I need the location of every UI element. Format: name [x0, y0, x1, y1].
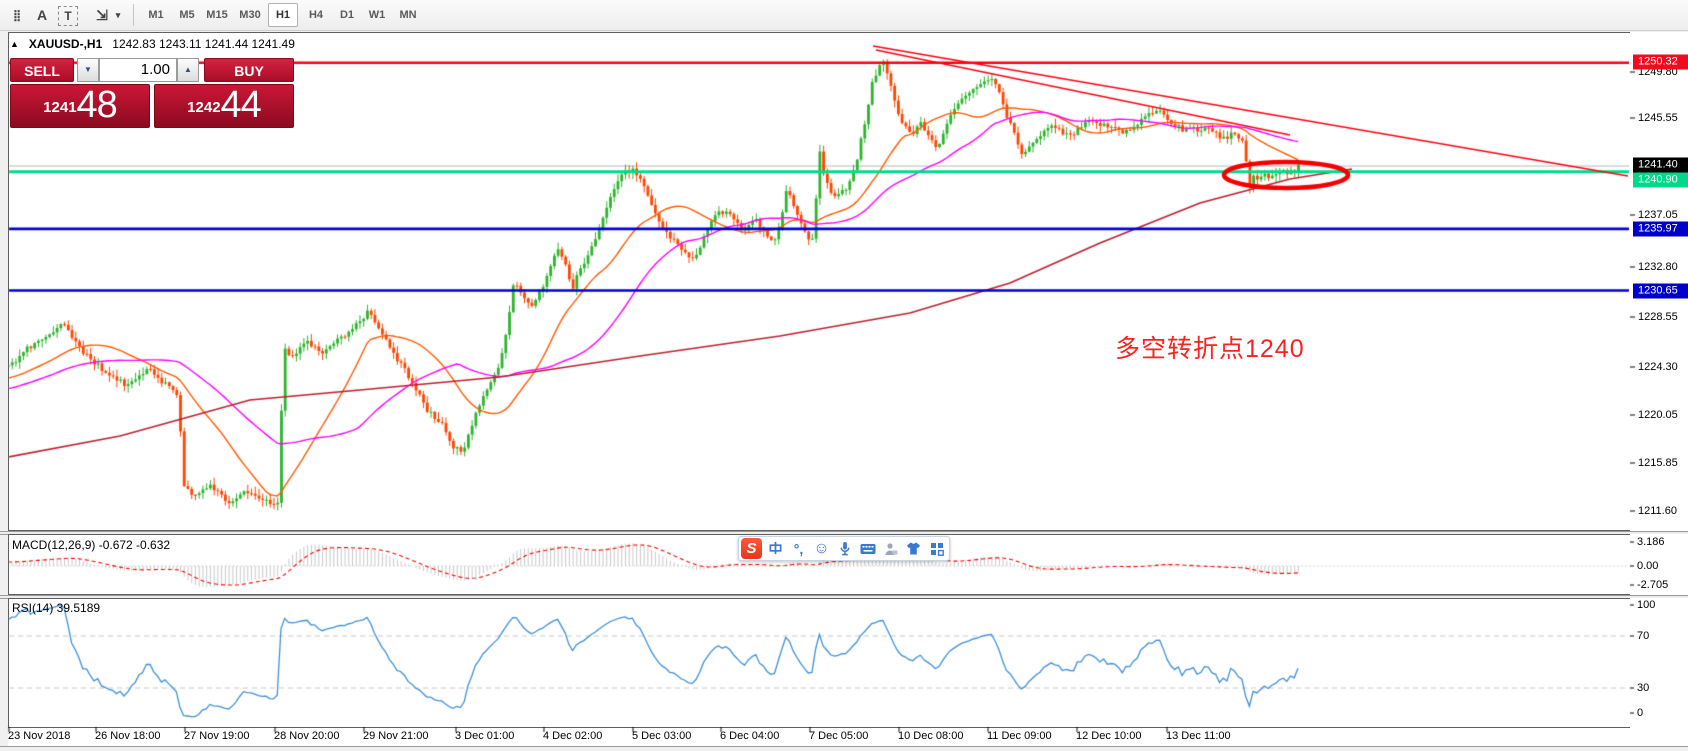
rsi-axis-tick: 0	[1637, 707, 1644, 719]
price-tick: 1211.60	[1638, 505, 1677, 517]
price-tick: 1245.55	[1638, 112, 1678, 124]
buy-price-box[interactable]: 1242 44	[154, 84, 294, 128]
chinese-mode-icon[interactable]	[766, 538, 785, 559]
price-tick: 1237.05	[1638, 209, 1678, 221]
text-label-icon[interactable]: A	[36, 7, 48, 23]
timeframe-button-h4[interactable]: H4	[308, 9, 324, 21]
time-label: 13 Dec 11:00	[1166, 730, 1231, 742]
time-label: 3 Dec 01:00	[455, 730, 515, 742]
time-label: 28 Nov 20:00	[274, 730, 340, 742]
chart-annotation-text: 多空转折点1240	[1115, 335, 1305, 363]
time-label: 4 Dec 02:00	[543, 730, 603, 742]
volume-input[interactable]: 1.00	[99, 58, 177, 82]
rsi-pane[interactable]	[8, 598, 1631, 728]
rsi-axis-tick: 100	[1637, 599, 1656, 611]
time-label: 10 Dec 08:00	[898, 730, 964, 742]
window-bottom-edge	[0, 746, 1688, 751]
buy-price-small: 1242	[187, 99, 221, 116]
sell-price-big: 48	[76, 84, 118, 126]
price-tick: 1232.80	[1638, 261, 1678, 273]
ime-toolbar: S °, ☺	[738, 536, 950, 561]
wardrobe-icon[interactable]	[904, 538, 923, 559]
timeframe-button-m5[interactable]: M5	[179, 9, 195, 21]
timeframe-button-mn[interactable]: MN	[399, 9, 417, 21]
macd-axis-tick: 0.00	[1637, 560, 1659, 572]
indicator-grid-icon[interactable]: ⣿	[12, 9, 21, 22]
sogou-logo[interactable]: S	[741, 538, 762, 559]
sell-price-small: 1241	[43, 99, 77, 116]
buy-price-big: 44	[220, 84, 262, 126]
rsi-axis-tick: 70	[1637, 630, 1650, 642]
sell-button[interactable]: SELL	[10, 58, 74, 82]
timeframe-button-d1[interactable]: D1	[339, 9, 355, 21]
time-label: 27 Nov 19:00	[184, 730, 250, 742]
toolbox-icon[interactable]	[927, 538, 946, 559]
ohlc-values: 1242.83 1243.11 1241.44 1241.49	[112, 37, 295, 51]
price-badge: 1250.32	[1633, 54, 1688, 70]
time-label: 6 Dec 04:00	[720, 730, 780, 742]
rsi-label: RSI(14) 39.5189	[12, 601, 101, 615]
macd-label: MACD(12,26,9) -0.672 -0.632	[12, 538, 171, 552]
price-badge: 1241.40	[1633, 157, 1688, 173]
rsi-axis-tick: 30	[1637, 682, 1650, 694]
price-badge: 1230.65	[1633, 283, 1688, 299]
price-tick: 1220.05	[1638, 409, 1678, 421]
time-label: 26 Nov 18:00	[95, 730, 161, 742]
skin-icon[interactable]	[881, 538, 900, 559]
time-label: 23 Nov 2018	[8, 730, 71, 742]
one-click-trading-panel: SELL ▼ 1.00 ▲ BUY 1241 48 1242 44	[8, 56, 298, 128]
toolbar: ⣿ A T ⇲ ▾ M1 M5 M15 M30 H1 H4 D1 W1 MN	[0, 0, 1688, 31]
timeframe-button-m1[interactable]: M1	[148, 9, 164, 21]
toolbar-separator	[133, 4, 134, 26]
arrows-tool-icon[interactable]: ⇲	[96, 6, 108, 23]
microphone-icon[interactable]	[835, 538, 854, 559]
punctuation-icon[interactable]: °,	[793, 540, 804, 557]
price-tick: 1215.85	[1638, 457, 1678, 469]
timeframe-button-m15[interactable]: M15	[206, 9, 228, 21]
sell-price-box[interactable]: 1241 48	[10, 84, 150, 128]
keyboard-icon[interactable]	[858, 538, 877, 559]
emoji-icon[interactable]: ☺	[813, 539, 830, 557]
volume-increase-button[interactable]: ▲	[177, 58, 199, 82]
price-tick: 1228.55	[1638, 311, 1678, 323]
price-badge: 1240.90	[1633, 172, 1688, 188]
time-label: 12 Dec 10:00	[1076, 730, 1142, 742]
arrows-dropdown-icon[interactable]: ▾	[115, 9, 121, 20]
macd-axis-tick: 3.186	[1637, 536, 1665, 548]
volume-decrease-button[interactable]: ▼	[77, 58, 99, 82]
time-label: 11 Dec 09:00	[987, 730, 1052, 742]
chart-title-row: ▲ XAUUSD-,H1 1242.83 1243.11 1241.44 124…	[10, 37, 295, 51]
buy-button[interactable]: BUY	[204, 58, 294, 82]
time-label: 5 Dec 03:00	[632, 730, 692, 742]
time-label: 29 Nov 21:00	[363, 730, 429, 742]
collapse-panel-arrow[interactable]: ▲	[10, 39, 19, 49]
text-box-icon[interactable]: T	[58, 6, 78, 26]
price-tick: 1224.30	[1638, 361, 1678, 373]
price-badge: 1235.97	[1633, 221, 1688, 237]
timeframe-button-m30[interactable]: M30	[239, 9, 261, 21]
macd-axis-tick: -2.705	[1637, 579, 1669, 591]
symbol-title: XAUUSD-,H1	[28, 37, 103, 51]
time-label: 7 Dec 05:00	[809, 730, 869, 742]
timeframe-button-h1[interactable]: H1	[268, 3, 298, 27]
timeframe-button-w1[interactable]: W1	[368, 9, 386, 21]
